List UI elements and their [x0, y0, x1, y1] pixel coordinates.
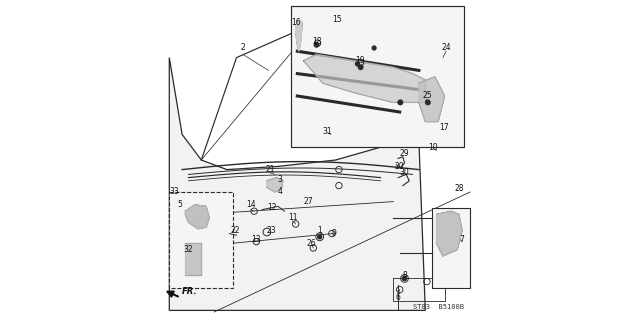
Polygon shape	[267, 178, 283, 192]
Bar	[291, 6, 464, 147]
Text: 6: 6	[396, 293, 401, 302]
Polygon shape	[169, 58, 425, 310]
Text: FR.: FR.	[182, 287, 197, 296]
Text: 10: 10	[429, 143, 438, 152]
Circle shape	[398, 100, 402, 104]
Circle shape	[318, 235, 322, 239]
Text: 5: 5	[177, 200, 182, 209]
Text: 13: 13	[251, 236, 261, 244]
Text: 20: 20	[395, 162, 404, 171]
Text: 11: 11	[288, 213, 298, 222]
Polygon shape	[296, 19, 302, 51]
Text: 19: 19	[355, 56, 365, 65]
Polygon shape	[304, 54, 425, 102]
Text: 30: 30	[399, 168, 410, 177]
Text: ST83  B5100B: ST83 B5100B	[413, 304, 464, 310]
Text: 15: 15	[332, 15, 342, 24]
Text: 33: 33	[169, 188, 179, 196]
Circle shape	[318, 235, 322, 238]
Text: 25: 25	[422, 92, 432, 100]
Bar	[432, 208, 470, 288]
Circle shape	[372, 46, 376, 50]
Polygon shape	[185, 205, 210, 229]
Text: 29: 29	[399, 149, 410, 158]
Circle shape	[403, 276, 406, 280]
Circle shape	[425, 100, 430, 105]
Text: 27: 27	[304, 197, 313, 206]
Text: 4: 4	[277, 188, 282, 196]
Text: 22: 22	[230, 226, 240, 235]
Text: 17: 17	[440, 124, 449, 132]
Text: 8: 8	[402, 271, 407, 280]
Polygon shape	[185, 243, 201, 275]
Text: 2: 2	[241, 44, 245, 52]
Circle shape	[403, 276, 406, 280]
Polygon shape	[419, 77, 444, 122]
Text: 7: 7	[460, 236, 465, 244]
Text: 3: 3	[277, 175, 282, 184]
Text: 16: 16	[291, 18, 301, 27]
Text: 9: 9	[332, 229, 337, 238]
Polygon shape	[437, 211, 462, 256]
Text: 21: 21	[265, 165, 275, 174]
Text: 23: 23	[267, 226, 277, 235]
Circle shape	[358, 65, 363, 69]
Text: 14: 14	[246, 200, 256, 209]
Text: 12: 12	[267, 204, 277, 212]
Text: 18: 18	[311, 37, 322, 46]
Text: 24: 24	[441, 44, 451, 52]
Text: 31: 31	[323, 127, 332, 136]
Text: 32: 32	[183, 245, 192, 254]
Circle shape	[398, 100, 403, 105]
Text: 26: 26	[307, 239, 316, 248]
Circle shape	[356, 62, 360, 66]
Circle shape	[314, 43, 319, 47]
Bar	[169, 192, 234, 288]
Text: 28: 28	[454, 184, 463, 193]
Text: 1: 1	[317, 226, 322, 235]
